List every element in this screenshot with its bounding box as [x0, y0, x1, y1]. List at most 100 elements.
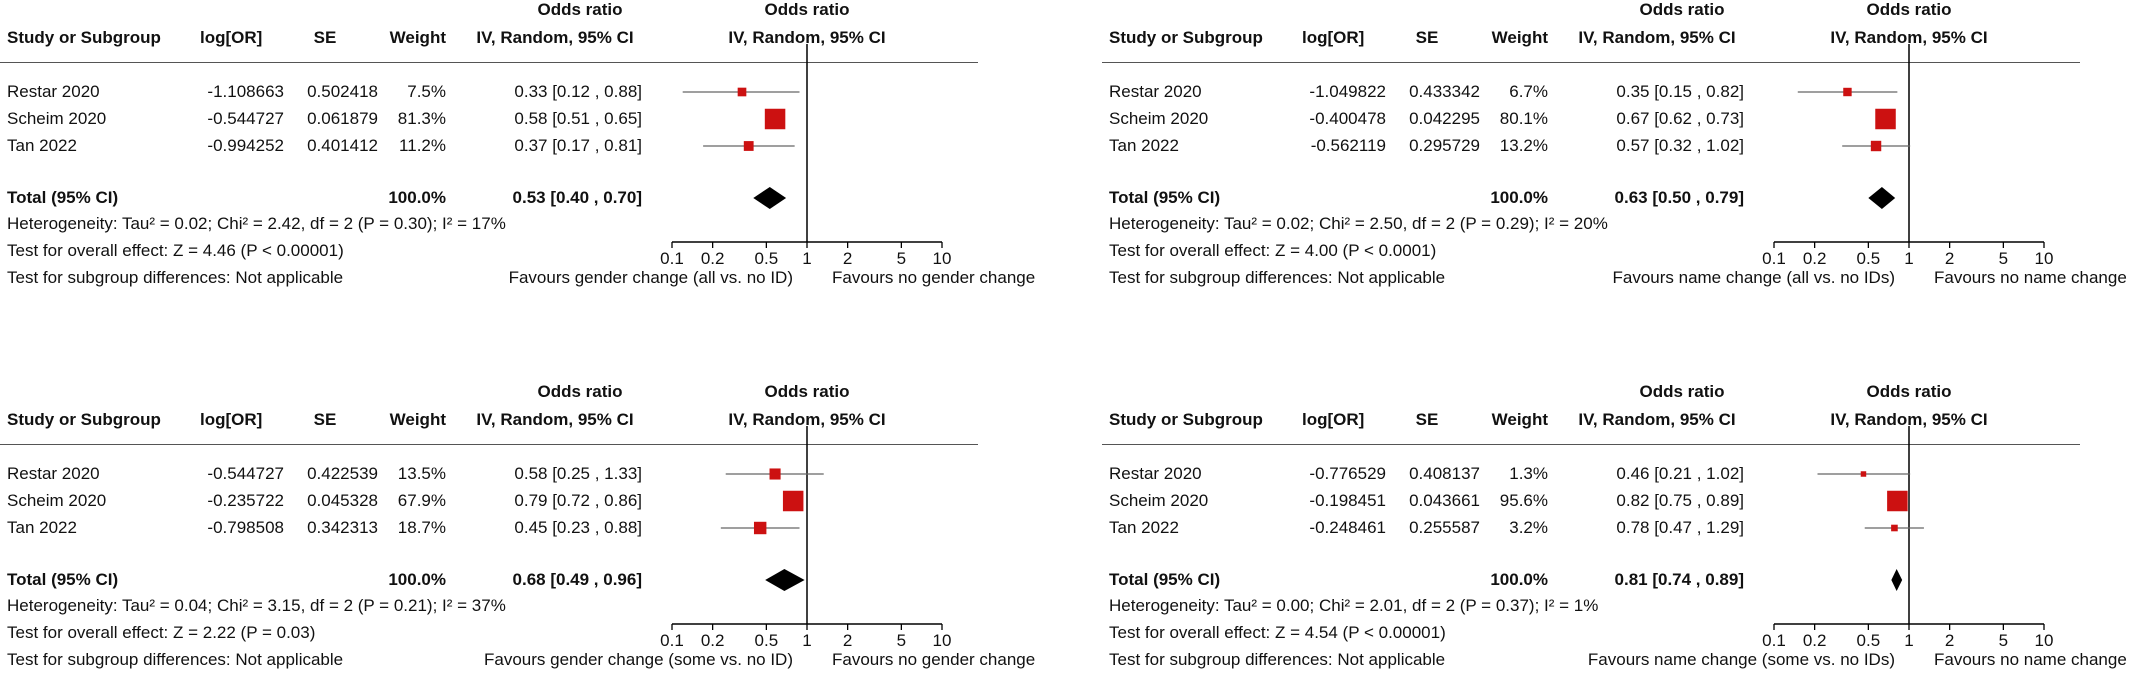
- study-se: 0.433342: [1409, 82, 1480, 101]
- header-plot-title: Odds ratio: [1866, 0, 1952, 19]
- favours-left-label: Favours name change (all vs. no IDs): [1612, 268, 1895, 287]
- study-estimate-marker: [769, 468, 781, 480]
- pooled-estimate-diamond: [765, 569, 805, 591]
- study-weight: 18.7%: [397, 518, 446, 537]
- forest-panel-2: Study or Subgroup log[OR] SE Weight Odds rat…: [1102, 0, 2153, 300]
- study-ci: 0.35 [0.15 , 0.82]: [1616, 82, 1744, 101]
- study-estimate-marker: [1870, 140, 1882, 152]
- study-weight: 11.2%: [399, 136, 446, 155]
- header-study: Study or Subgroup: [1109, 28, 1263, 47]
- study-name: Restar 2020: [7, 82, 100, 101]
- x-tick-label: 5: [1999, 249, 2008, 268]
- favours-right-label: Favours no name change: [1934, 268, 2127, 287]
- forest-plot-svg: 0.1 0.2 0.5 1 2 5 10: [660, 44, 952, 268]
- header-ci-title: Odds ratio: [537, 382, 623, 401]
- header-ci-title: Odds ratio: [1639, 0, 1725, 19]
- header-logor: log[OR]: [1302, 28, 1365, 47]
- study-logor: -0.235722: [207, 491, 284, 510]
- study-weight: 67.9%: [397, 491, 446, 510]
- study-se: 0.401412: [307, 136, 378, 155]
- x-tick-label: 0.5: [1857, 631, 1881, 650]
- total-ci: 0.63 [0.50 , 0.79]: [1614, 188, 1744, 207]
- study-estimate-marker: [782, 490, 804, 512]
- study-logor: -1.049822: [1309, 82, 1386, 101]
- header-weight: Weight: [389, 28, 446, 47]
- study-se: 0.422539: [307, 464, 378, 483]
- header-ci-sub: IV, Random, 95% CI: [476, 28, 634, 47]
- header-logor: log[OR]: [200, 28, 263, 47]
- x-tick-label: 10: [933, 249, 952, 268]
- x-tick-label: 0.1: [660, 249, 684, 268]
- study-ci: 0.45 [0.23 , 0.88]: [514, 518, 642, 537]
- study-estimate-marker: [764, 108, 786, 130]
- study-estimate-marker: [737, 87, 747, 97]
- header-ci-title: Odds ratio: [537, 0, 623, 19]
- subgroup-diff-text: Test for subgroup differences: Not appli…: [1109, 268, 1446, 287]
- total-weight: 100.0%: [388, 570, 446, 589]
- header-ci-title: Odds ratio: [1639, 382, 1725, 401]
- header-plot-sub: IV, Random, 95% CI: [728, 410, 886, 429]
- x-tick-label: 0.1: [1762, 249, 1786, 268]
- x-tick-label: 10: [933, 631, 952, 650]
- study-ci: 0.79 [0.72 , 0.86]: [514, 491, 642, 510]
- x-tick-label: 0.5: [755, 631, 779, 650]
- x-tick-label: 5: [897, 631, 906, 650]
- header-study: Study or Subgroup: [1109, 410, 1263, 429]
- study-name: Restar 2020: [7, 464, 100, 483]
- study-weight: 81.3%: [397, 109, 446, 128]
- total-weight: 100.0%: [1490, 188, 1548, 207]
- header-se: SE: [1415, 410, 1439, 429]
- forest-plot-svg: 0.1 0.2 0.5 1 2 5 10: [1762, 426, 2054, 650]
- study-name: Restar 2020: [1109, 464, 1202, 483]
- x-tick-label: 2: [1945, 631, 1954, 650]
- study-logor: -0.544727: [207, 464, 284, 483]
- x-tick-label: 0.2: [701, 631, 725, 650]
- header-plot-sub: IV, Random, 95% CI: [1830, 410, 1988, 429]
- header-plot-title: Odds ratio: [764, 382, 850, 401]
- x-tick-label: 0.1: [1762, 631, 1786, 650]
- favours-left-label: Favours gender change (some vs. no ID): [484, 650, 793, 669]
- x-tick-label: 5: [1999, 631, 2008, 650]
- study-logor: -0.562119: [1310, 136, 1386, 155]
- x-tick-label: 10: [2035, 631, 2054, 650]
- header-weight: Weight: [1491, 28, 1548, 47]
- study-weight: 3.2%: [1509, 518, 1548, 537]
- study-logor: -0.994252: [207, 136, 284, 155]
- header-plot-sub: IV, Random, 95% CI: [728, 28, 886, 47]
- forest-plot-svg: 0.1 0.2 0.5 1 2 5 10: [1762, 44, 2053, 268]
- study-ci: 0.67 [0.62 , 0.73]: [1616, 109, 1744, 128]
- x-tick-label: 2: [843, 249, 852, 268]
- x-tick-label: 0.5: [755, 249, 779, 268]
- study-estimate-marker: [1875, 108, 1896, 130]
- forest-panel-4: Study or Subgroup log[OR] SE Weight Odds rat…: [1102, 382, 2153, 682]
- favours-right-label: Favours no name change: [1934, 650, 2127, 669]
- study-weight: 95.6%: [1499, 491, 1548, 510]
- study-logor: -0.248461: [1309, 518, 1386, 537]
- study-name: Tan 2022: [1109, 136, 1179, 155]
- x-tick-label: 2: [1945, 249, 1954, 268]
- study-logor: -0.198451: [1309, 491, 1386, 510]
- study-estimate-marker: [753, 521, 767, 535]
- study-ci: 0.37 [0.17 , 0.81]: [514, 136, 642, 155]
- subgroup-diff-text: Test for subgroup differences: Not appli…: [7, 268, 344, 287]
- study-estimate-marker: [1843, 87, 1852, 97]
- study-se: 0.045328: [307, 491, 378, 510]
- study-se: 0.502418: [307, 82, 378, 101]
- total-label: Total (95% CI): [1109, 188, 1221, 207]
- header-study: Study or Subgroup: [7, 28, 161, 47]
- x-tick-label: 0.2: [1803, 249, 1827, 268]
- study-ci: 0.46 [0.21 , 1.02]: [1616, 464, 1744, 483]
- header-divider: [1102, 62, 2080, 63]
- overall-effect-text: Test for overall effect: Z = 4.46 (P < 0…: [7, 241, 344, 260]
- study-logor: -1.108663: [207, 82, 284, 101]
- study-estimate-marker: [1891, 524, 1898, 532]
- x-tick-label: 0.1: [660, 631, 684, 650]
- study-estimate-marker: [743, 141, 754, 151]
- favours-left-label: Favours gender change (all vs. no ID): [508, 268, 793, 287]
- study-name: Tan 2022: [7, 136, 77, 155]
- study-se: 0.408137: [1409, 464, 1480, 483]
- forest-panel-1: Study or Subgroup log[OR] SE Weight Odds rat…: [0, 0, 1070, 300]
- header-divider: [0, 444, 978, 445]
- study-se: 0.042295: [1409, 109, 1480, 128]
- study-name: Tan 2022: [1109, 518, 1179, 537]
